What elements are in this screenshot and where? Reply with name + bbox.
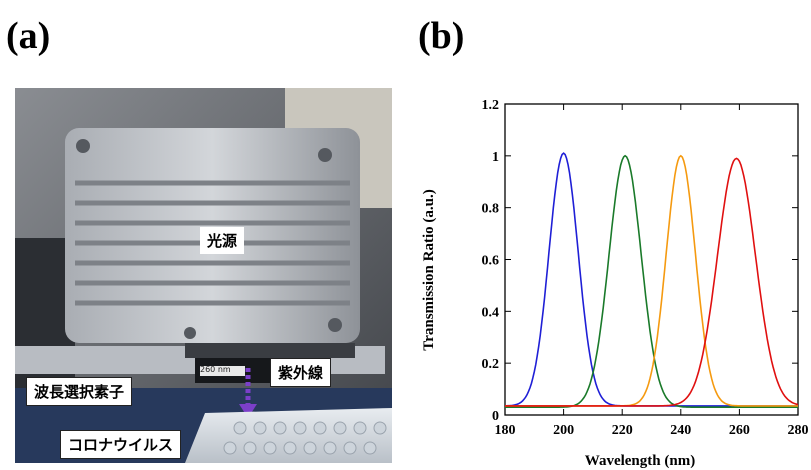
x-tick-label: 240 [670,423,691,438]
y-tick-label: 0 [492,409,499,424]
x-tick-label: 220 [612,423,633,438]
y-axis-label: Transmission Ratio (a.u.) [421,189,437,350]
x-tick-label: 280 [788,423,809,438]
callout-uv: 紫外線 [270,358,332,387]
y-tick-label: 1.2 [482,98,500,113]
series-line-1 [505,152,798,407]
y-tick-label: 0.4 [482,305,500,320]
callout-coronavirus: コロナウイルス [60,430,182,459]
y-tick-label: 0.8 [482,202,500,217]
series-line-2 [505,154,798,408]
transmission-chart: 180 200 220 240 260 280 0 0.2 0.4 0.6 0.8 1 1.2 Wave… [421,98,809,469]
callout-light-source: 光源 [200,227,245,254]
x-tick-label: 260 [729,423,750,438]
x-tick-label: 180 [495,423,516,438]
y-tick-label: 1 [492,150,499,165]
y-tick-label: 0.2 [482,357,500,372]
panel-b-label: (b) [418,15,465,57]
series-line-4 [505,157,799,407]
filter-marking: 260 nm [200,365,231,374]
series-line-3 [505,154,798,407]
panel-a-label: (a) [6,15,51,57]
x-axis-label: Wavelength (nm) [585,453,695,469]
callout-wavelength-filter: 波長選択素子 [26,377,133,406]
x-tick-label: 200 [553,423,574,438]
light-source-photo: 260 nm [15,88,392,463]
y-tick-label: 0.6 [482,254,500,269]
